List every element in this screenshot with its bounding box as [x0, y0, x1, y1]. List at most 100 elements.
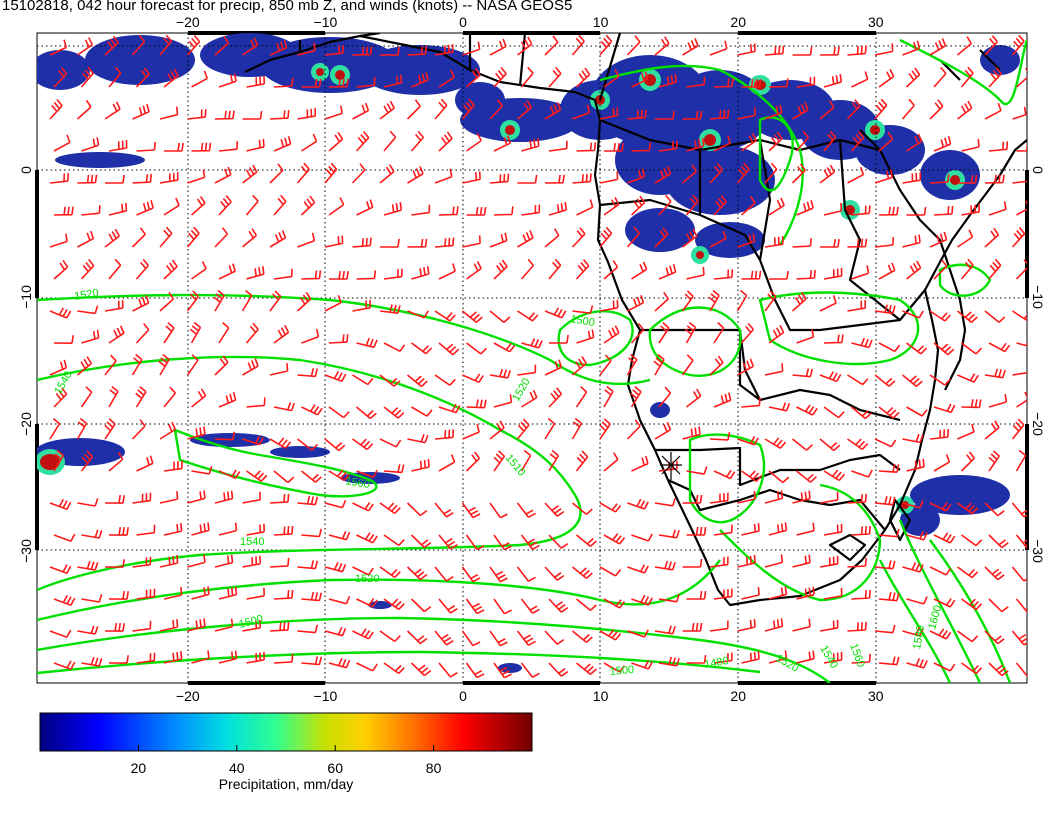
wind-barb	[218, 650, 238, 664]
wind-barb	[297, 232, 316, 248]
wind-barb	[654, 625, 676, 635]
wind-barb	[218, 586, 238, 600]
wind-barb	[214, 431, 236, 441]
wind-barb	[792, 618, 811, 632]
wind-barb	[493, 662, 512, 679]
wind-barb	[187, 554, 206, 568]
wind-barb	[108, 385, 119, 408]
wind-barb	[929, 374, 951, 386]
wind-barb	[792, 102, 809, 120]
wind-barb	[163, 460, 183, 472]
wind-barb	[521, 338, 543, 349]
wind-barb	[603, 662, 626, 673]
wind-barb	[631, 71, 649, 88]
wind-barb	[136, 200, 154, 216]
wind-barb	[246, 397, 266, 408]
wind-barb	[214, 227, 229, 248]
wind-barb	[599, 629, 622, 641]
wind-barb	[764, 437, 787, 449]
wind-barb	[819, 491, 839, 504]
wind-barb	[191, 586, 210, 600]
wind-barb	[356, 77, 376, 88]
wind-barb	[135, 67, 150, 88]
wind-barb	[273, 525, 294, 536]
wind-barb	[1012, 106, 1027, 120]
wind-barb	[1015, 67, 1027, 88]
wind-barb	[104, 300, 124, 312]
wind-barb	[984, 35, 999, 56]
wind-barb	[658, 194, 672, 216]
lon-tick-bottom: −20	[176, 688, 200, 704]
wind-barb	[686, 590, 707, 600]
wind-barb	[516, 418, 530, 440]
wind-barb	[544, 174, 565, 184]
wind-barb	[218, 73, 237, 88]
wind-barb	[571, 417, 583, 440]
wind-barb	[572, 104, 591, 120]
longitude-labels-bottom: −20 −10 0 10 20 30	[176, 688, 884, 704]
wind-barb	[1011, 630, 1027, 646]
wind-barb	[301, 270, 322, 280]
wind-barb	[961, 399, 982, 409]
wind-barb	[297, 108, 317, 120]
wind-barb	[242, 491, 261, 504]
wind-barb	[190, 195, 206, 216]
wind-barb	[410, 534, 432, 549]
wind-barb	[466, 342, 488, 355]
wind-barb	[713, 588, 733, 600]
lon-tick-top: 10	[593, 14, 609, 30]
precip-area	[460, 98, 580, 142]
wind-barb	[273, 77, 294, 88]
wind-barb	[571, 356, 587, 376]
wind-barb	[957, 229, 974, 248]
wind-barb	[764, 290, 777, 312]
wind-barb	[438, 131, 453, 152]
wind-barb	[988, 141, 1009, 152]
wind-barb	[961, 138, 980, 152]
wind-barb	[108, 655, 129, 664]
wind-barb	[988, 662, 1009, 677]
wind-barb	[517, 230, 534, 248]
wind-barb	[407, 310, 429, 319]
wind-barb	[933, 532, 956, 544]
wind-barb	[355, 406, 377, 420]
wind-barb	[796, 76, 816, 88]
wind-barb	[819, 619, 839, 632]
wind-barb	[713, 524, 733, 536]
wind-barb	[489, 99, 504, 120]
wind-barb	[269, 110, 290, 120]
wind-barb	[438, 534, 458, 550]
wind-barb	[53, 206, 74, 216]
wind-barb	[878, 592, 900, 602]
precip-area	[665, 145, 775, 215]
wind-barb	[136, 455, 154, 472]
wind-barb	[631, 142, 652, 152]
wind-barb	[604, 142, 624, 152]
wind-barb	[819, 295, 837, 312]
wind-barb	[214, 355, 229, 376]
wind-barb	[1016, 142, 1027, 152]
lon-tick-top: −20	[176, 14, 200, 30]
wind-barb	[823, 587, 843, 600]
wind-barb	[548, 449, 560, 472]
wind-barb	[906, 458, 925, 472]
wind-barb	[960, 66, 974, 88]
wind-barb	[631, 261, 648, 280]
latitude-labels-right: 0 −10 −20 −30	[1030, 166, 1046, 563]
wind-barb	[851, 337, 873, 349]
wind-barb	[352, 102, 370, 120]
wind-barb	[957, 100, 973, 120]
wind-barb	[548, 598, 569, 613]
wind-barb	[984, 227, 1000, 248]
wind-barb	[957, 373, 979, 383]
wind-barb	[191, 466, 213, 475]
wind-barb	[984, 102, 1002, 120]
wind-barb	[709, 355, 724, 376]
wind-barb	[988, 342, 1011, 353]
colorbar-tick-label: 60	[327, 760, 343, 776]
wind-barb	[158, 353, 170, 376]
wind-barb	[81, 656, 103, 667]
wind-barb	[517, 174, 538, 184]
wind-barb	[434, 237, 455, 248]
wind-barb	[819, 100, 835, 120]
